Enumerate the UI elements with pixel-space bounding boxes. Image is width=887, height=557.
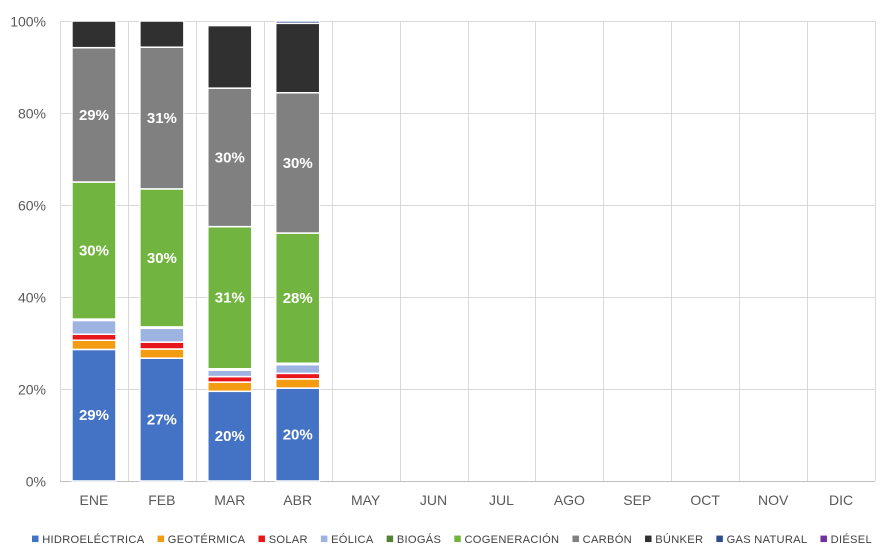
- x-tick-label: AGO: [554, 492, 585, 508]
- legend-item: DIÉSEL: [820, 533, 872, 546]
- data-label: 30%: [215, 149, 245, 166]
- legend-item: GAS NATURAL: [716, 534, 807, 546]
- x-tick-label: JUL: [489, 492, 514, 508]
- legend-swatch: [386, 535, 394, 543]
- bar-segment: [274, 20, 321, 25]
- x-tick-label: MAY: [351, 492, 381, 508]
- bar-segment: [71, 319, 117, 336]
- bar-segment: [139, 348, 185, 359]
- data-label: 27%: [147, 412, 177, 429]
- legend-item: EÓLICA: [320, 533, 374, 546]
- bar-segment: [139, 46, 185, 190]
- data-label: 30%: [283, 155, 313, 172]
- x-tick-label: DIC: [829, 492, 853, 508]
- legend-item: COGENERACIÓN: [454, 533, 559, 546]
- bar-segment: [274, 372, 321, 380]
- bar-segment: [207, 369, 253, 378]
- legend-label: HIDROELÉCTRICA: [42, 533, 144, 546]
- y-axis: 0% 20% 40% 60% 80% 100%: [10, 14, 46, 490]
- legend-swatch: [258, 535, 265, 543]
- bar-segment: [207, 375, 253, 383]
- bar-segment: [207, 87, 253, 228]
- legend-item: SOLAR: [258, 534, 308, 546]
- bar-segment: [139, 357, 185, 482]
- bar-segment: [274, 363, 321, 375]
- legend-swatch: [820, 535, 827, 543]
- bar-segment: [274, 232, 321, 364]
- x-axis: ENE FEB MAR ABR MAY JUN JUL AGO SEP OCT NOV DIC: [80, 492, 854, 508]
- bar-segment: [139, 20, 185, 48]
- x-tick-label: ABR: [283, 492, 312, 508]
- legend-swatch: [716, 535, 723, 543]
- legend-swatch: [32, 535, 39, 543]
- x-tick-label: JUN: [420, 492, 447, 508]
- bar-segment: [274, 387, 321, 482]
- x-tick-label: MAR: [214, 492, 245, 508]
- x-tick-label: ENE: [80, 492, 109, 508]
- y-tick-label: 100%: [10, 14, 46, 30]
- legend-label: CARBÓN: [583, 533, 632, 546]
- bar-segment: [71, 46, 117, 183]
- data-label: 29%: [79, 107, 109, 124]
- legend-item: BÚNKER: [645, 533, 703, 546]
- legend-swatch: [454, 535, 461, 543]
- legend-item: CARBÓN: [572, 533, 632, 546]
- x-tick-label: SEP: [623, 492, 651, 508]
- bar-segment: [139, 327, 185, 343]
- legend-item: HIDROELÉCTRICA: [32, 533, 144, 546]
- gridlines: [60, 21, 876, 482]
- data-label: 20%: [283, 427, 313, 444]
- legend-label: EÓLICA: [331, 533, 374, 546]
- x-tick-label: OCT: [690, 492, 720, 508]
- legend-swatch: [572, 535, 579, 543]
- y-tick-label: 20%: [18, 382, 46, 398]
- y-tick-label: 40%: [18, 290, 46, 306]
- legend-label: SOLAR: [269, 534, 308, 546]
- legend-label: GEOTÉRMICA: [168, 533, 246, 546]
- data-label: 31%: [215, 290, 245, 307]
- legend-swatch: [157, 535, 165, 543]
- x-tick-label: FEB: [148, 492, 175, 508]
- legend-item: GEOTÉRMICA: [157, 533, 246, 546]
- legend-item: BIOGÁS: [386, 533, 441, 546]
- bars: 29% 30% 29% 27% 30% 31% 20% 31% 30% 20% 28% 30%: [71, 20, 321, 482]
- bar-segment: [274, 92, 321, 234]
- bar-segment: [139, 341, 185, 350]
- legend-label: COGENERACIÓN: [464, 533, 559, 546]
- data-label: 30%: [79, 243, 109, 260]
- y-tick-label: 0%: [26, 474, 46, 490]
- y-tick-label: 60%: [18, 198, 46, 214]
- bar-segment: [139, 188, 185, 328]
- bar-segment: [207, 24, 253, 89]
- data-label: 30%: [147, 250, 177, 267]
- bar-segment: [71, 339, 117, 351]
- data-label: 20%: [215, 428, 245, 445]
- y-tick-label: 80%: [18, 106, 46, 122]
- data-label: 28%: [283, 290, 313, 307]
- bar-segment: [71, 333, 117, 341]
- bar-segment: [274, 378, 321, 389]
- legend: HIDROELÉCTRICA GEOTÉRMICA SOLAR EÓLICA BIOGÁ…: [32, 533, 872, 546]
- legend-label: DIÉSEL: [831, 533, 872, 546]
- bar-segment: [274, 22, 321, 94]
- legend-swatch: [320, 535, 328, 543]
- bar-segment: [71, 20, 117, 49]
- legend-label: BIOGÁS: [397, 533, 441, 546]
- legend-label: GAS NATURAL: [727, 534, 808, 546]
- x-tick-label: NOV: [758, 492, 789, 508]
- bar-segment: [207, 225, 253, 370]
- data-label: 31%: [147, 110, 177, 127]
- data-label: 29%: [79, 407, 109, 424]
- legend-label: BÚNKER: [655, 533, 703, 546]
- bar-segment: [207, 381, 253, 393]
- legend-swatch: [645, 535, 652, 543]
